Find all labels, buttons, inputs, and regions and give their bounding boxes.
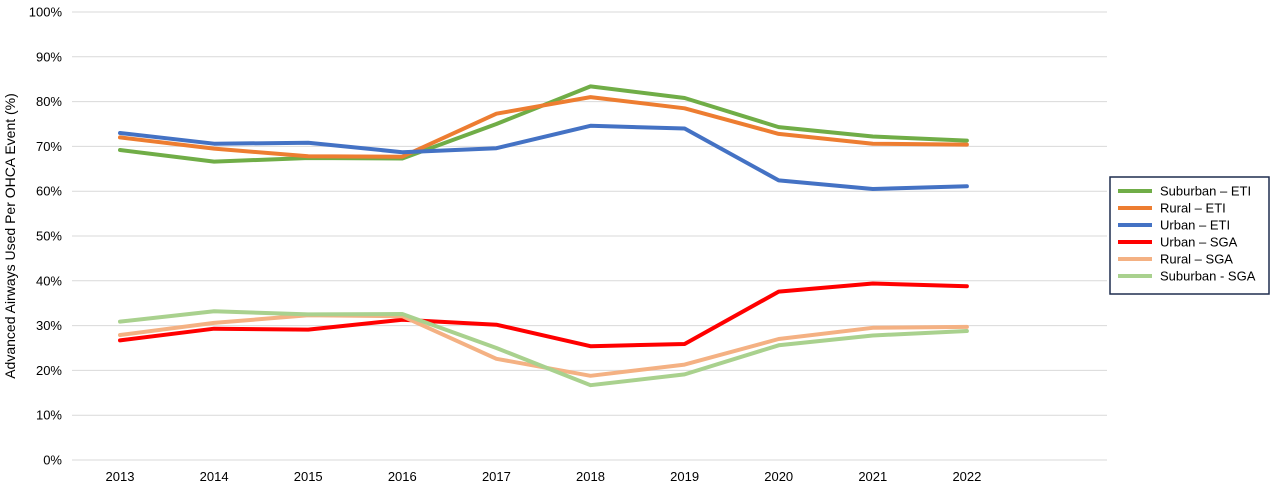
y-axis-ticks: 0% 10% 20% 30% 40% 50% 60% 70% 80% 90% 100% bbox=[29, 5, 63, 468]
series-line bbox=[118, 281, 969, 349]
y-tick-label: 60% bbox=[36, 184, 62, 199]
y-tick-label: 100% bbox=[29, 5, 63, 20]
y-tick-label: 80% bbox=[36, 94, 62, 109]
y-tick-label: 10% bbox=[36, 408, 62, 423]
x-tick-label: 2022 bbox=[952, 469, 981, 483]
y-tick-label: 40% bbox=[36, 273, 62, 288]
x-tick-label: 2017 bbox=[482, 469, 511, 483]
legend: Suburban – ETI Rural – ETI Urban – ETI Urba… bbox=[1109, 176, 1270, 295]
legend-items: Suburban – ETI Rural – ETI Urban – ETI Urba… bbox=[1118, 184, 1256, 284]
series-line bbox=[118, 123, 969, 191]
x-tick-label: 2018 bbox=[576, 469, 605, 483]
legend-label: Urban – SGA bbox=[1160, 235, 1238, 250]
y-tick-label: 30% bbox=[36, 318, 62, 333]
legend-label: Suburban – ETI bbox=[1160, 184, 1251, 199]
y-axis-title: Advanced Airways Used Per OHCA Event (%) bbox=[2, 93, 18, 379]
x-tick-label: 2016 bbox=[388, 469, 417, 483]
series-line bbox=[118, 309, 969, 388]
series-lines bbox=[118, 84, 969, 388]
legend-label: Suburban - SGA bbox=[1160, 269, 1256, 284]
series-line bbox=[118, 95, 969, 159]
y-tick-label: 70% bbox=[36, 139, 62, 154]
y-tick-label: 0% bbox=[43, 453, 62, 468]
legend-label: Rural – ETI bbox=[1160, 201, 1226, 216]
y-tick-label: 20% bbox=[36, 363, 62, 378]
x-tick-label: 2019 bbox=[670, 469, 699, 483]
legend-label: Urban – ETI bbox=[1160, 218, 1230, 233]
x-tick-label: 2020 bbox=[764, 469, 793, 483]
gridlines bbox=[72, 11, 1107, 461]
x-axis-ticks: 2013 2014 2015 2016 2017 2018 2019 2020 2021 2022 bbox=[106, 469, 982, 483]
y-tick-label: 90% bbox=[36, 49, 62, 64]
legend-label: Rural – SGA bbox=[1160, 252, 1233, 267]
x-tick-label: 2015 bbox=[294, 469, 323, 483]
y-tick-label: 50% bbox=[36, 229, 62, 244]
x-tick-label: 2014 bbox=[200, 469, 229, 483]
x-tick-label: 2013 bbox=[106, 469, 135, 483]
x-tick-label: 2021 bbox=[858, 469, 887, 483]
